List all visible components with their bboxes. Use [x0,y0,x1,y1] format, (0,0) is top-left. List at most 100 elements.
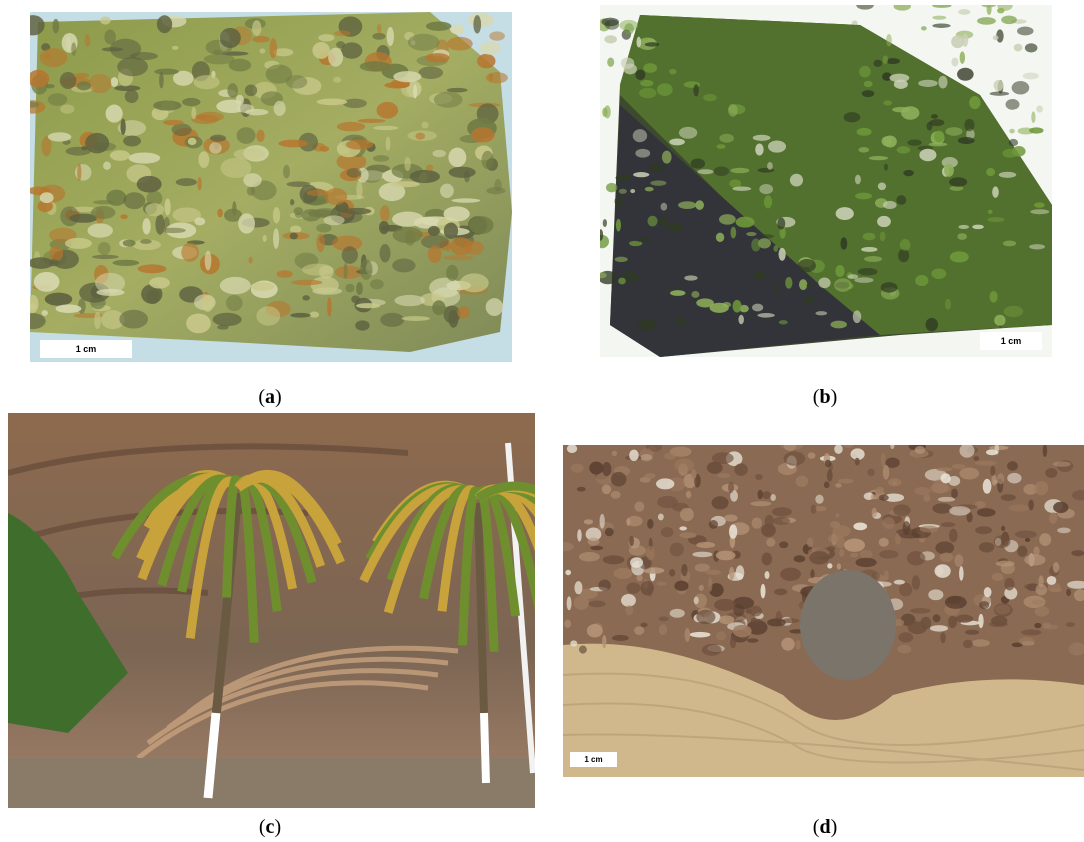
texture [48,245,64,262]
texture [90,206,116,219]
texture [982,478,992,494]
texture [273,48,294,57]
texture [119,309,148,329]
texture [473,15,482,34]
texture [861,246,878,252]
texture [715,232,725,243]
texture [763,195,773,209]
texture [618,188,627,194]
texture [711,496,729,510]
texture [47,132,72,142]
texture [604,35,617,44]
texture [33,271,60,292]
texture [875,486,885,494]
texture [711,452,734,465]
texture [318,34,335,42]
texture [1035,583,1048,596]
texture [948,528,958,543]
texture [84,34,91,47]
photo-soil [563,445,1084,777]
texture [857,267,878,276]
texture [78,298,86,314]
texture [1033,202,1045,208]
texture [432,149,447,158]
texture [333,76,342,83]
texture [852,310,862,324]
texture [766,537,776,547]
texture [486,187,506,195]
texture [893,5,911,11]
texture [130,52,158,61]
texture [899,582,913,597]
texture [345,283,355,293]
texture [734,463,748,476]
caption-open: ( [812,816,820,838]
texture [853,522,868,531]
texture [64,237,92,249]
texture [149,277,170,289]
texture [730,167,750,174]
texture [614,195,624,207]
texture [427,245,442,263]
texture [701,644,722,656]
texture [958,9,971,15]
texture [781,618,800,624]
texture [175,178,197,187]
texture [951,488,958,499]
texture [1024,554,1046,566]
texture [418,66,444,80]
texture [923,494,931,502]
texture [604,527,614,537]
texture [991,572,1004,582]
texture [120,118,126,135]
texture [955,614,974,623]
texture [1023,484,1038,495]
texture [935,541,955,555]
texture [457,306,470,319]
texture [764,571,770,580]
texture [898,632,914,643]
texture [778,320,788,325]
texture [679,526,687,531]
texture [1002,240,1017,247]
texture [856,5,874,10]
texture [122,239,136,247]
texture [951,35,965,49]
texture [145,203,165,217]
caption-close: ) [830,386,838,408]
texture [635,148,651,158]
texture [757,489,763,500]
texture [879,231,886,242]
texture [630,557,644,568]
texture [595,472,614,485]
texture [1008,138,1019,147]
texture [906,551,926,566]
texture [359,61,391,72]
texture [836,563,842,570]
texture [433,91,463,108]
texture [393,71,422,83]
texture [824,459,832,468]
texture [814,506,827,512]
texture [448,166,476,178]
texture [30,257,54,269]
texture [610,491,621,499]
texture [100,16,111,25]
texture [975,526,992,535]
texture [392,226,423,244]
texture [713,166,730,177]
texture [978,613,984,629]
texture [286,181,311,188]
texture [918,79,938,87]
texture [232,201,237,216]
texture [854,457,860,466]
texture [55,304,82,314]
texture [847,274,859,279]
texture [30,294,39,314]
texture [691,468,697,479]
texture [988,621,1008,628]
palm-frond [475,481,535,502]
texture [1011,80,1030,95]
texture [30,69,50,88]
